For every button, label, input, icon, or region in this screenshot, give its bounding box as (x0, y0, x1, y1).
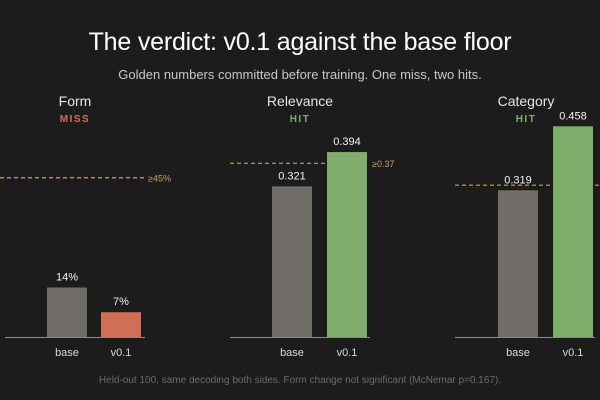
tick-label: v0.1 (337, 347, 358, 359)
threshold-label: ≥45% (148, 173, 171, 183)
panel-title: Relevance (267, 93, 333, 109)
bar-base (47, 287, 87, 337)
tick-label: base (506, 347, 530, 359)
verdict-label: MISS (60, 114, 90, 125)
tick-label: base (55, 347, 79, 359)
panel-title: Category (498, 93, 555, 109)
verdict-label: HIT (516, 114, 537, 125)
footnote: Held-out 100, same decoding both sides. … (98, 375, 502, 386)
panel-title: Form (59, 93, 92, 109)
data-label: 0.394 (333, 136, 361, 148)
bar-base (272, 186, 312, 337)
verdict-label: HIT (290, 114, 311, 125)
data-label: 0.319 (504, 174, 532, 186)
tick-label: base (280, 347, 304, 359)
chart-subtitle: Golden numbers committed before training… (118, 67, 482, 82)
tick-label: v0.1 (111, 347, 132, 359)
tick-label: v0.1 (563, 347, 584, 359)
bar-v01 (327, 152, 367, 337)
bar-v01 (553, 126, 593, 337)
data-label: 0.458 (559, 110, 587, 122)
bar-base (498, 190, 538, 337)
chart-title: The verdict: v0.1 against the base floor (88, 28, 512, 56)
data-label: 14% (56, 271, 78, 283)
threshold-label: ≥0.37 (372, 159, 394, 169)
data-label: 7% (113, 296, 129, 308)
data-label: 0.321 (278, 170, 306, 182)
bar-v01 (101, 312, 141, 337)
